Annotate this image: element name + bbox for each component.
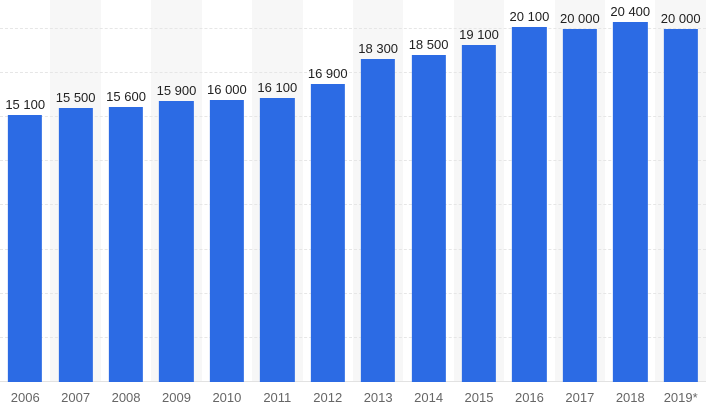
bar-value-label: 15 600 <box>106 89 146 104</box>
bar-value-label: 16 100 <box>257 80 298 95</box>
bar[interactable] <box>108 107 144 382</box>
category-column: 19 100 2015 <box>453 0 505 410</box>
bar[interactable] <box>663 29 698 382</box>
bar[interactable] <box>411 55 446 382</box>
category-column: 20 100 2016 <box>504 0 556 410</box>
category-column: 15 500 2007 <box>50 0 102 410</box>
category-column: 16 000 2010 <box>201 0 253 410</box>
x-axis-label: 2013 <box>363 390 393 405</box>
bar-value-label: 15 100 <box>5 97 46 112</box>
gridline <box>0 204 706 205</box>
bar[interactable] <box>512 27 547 382</box>
bar-value-label: 20 100 <box>509 9 550 24</box>
x-axis-label: 2015 <box>464 390 494 405</box>
bar-value-label: 15 900 <box>156 83 197 98</box>
category-column: 18 300 2013 <box>352 0 404 410</box>
category-column: 15 600 2008 <box>100 0 152 410</box>
x-axis-line <box>0 381 706 382</box>
x-axis-label: 2016 <box>514 390 544 405</box>
gridline <box>0 293 706 294</box>
category-column: 20 000 2017 <box>554 0 606 410</box>
gridline <box>0 160 706 161</box>
x-axis-label: 2009 <box>162 390 191 405</box>
x-axis-label: 2010 <box>212 390 242 405</box>
x-axis-label: 2008 <box>111 390 141 405</box>
bar[interactable] <box>461 45 497 382</box>
bar[interactable] <box>260 98 295 382</box>
x-axis-label: 2018 <box>615 390 645 405</box>
bar-value-label: 20 400 <box>610 4 651 19</box>
gridline <box>0 249 706 250</box>
bar[interactable] <box>613 22 648 382</box>
category-column: 20 000 2019* <box>655 0 706 410</box>
gridline <box>0 28 706 29</box>
bar-value-label: 16 000 <box>207 82 247 97</box>
bar-value-label: 20 000 <box>559 11 600 26</box>
bar[interactable] <box>58 108 93 382</box>
bar-value-label: 18 500 <box>408 37 449 52</box>
gridline <box>0 116 706 117</box>
category-column: 15 100 2006 <box>0 0 51 410</box>
x-axis-label: 2014 <box>414 390 444 405</box>
bar-value-label: 15 500 <box>55 90 96 105</box>
x-axis-label: 2012 <box>313 390 343 405</box>
category-column: 16 900 2012 <box>302 0 354 410</box>
bar-value-label: 18 300 <box>358 41 399 56</box>
bar[interactable] <box>310 84 345 382</box>
x-axis-label: 2017 <box>565 390 595 405</box>
bar[interactable] <box>562 29 597 382</box>
x-axis-label: 2011 <box>263 390 292 405</box>
x-axis-label: 2006 <box>10 390 40 405</box>
category-column: 18 500 2014 <box>403 0 455 410</box>
category-column: 16 100 2011 <box>252 0 303 410</box>
bar[interactable] <box>8 115 43 382</box>
x-axis-label: 2007 <box>61 390 91 405</box>
gridline <box>0 337 706 338</box>
x-axis-label: 2019* <box>663 390 698 405</box>
bar-value-label: 19 100 <box>459 27 499 42</box>
bar-value-label: 16 900 <box>307 66 348 81</box>
bar[interactable] <box>159 101 194 382</box>
bar[interactable] <box>209 100 245 382</box>
bar[interactable] <box>361 59 396 382</box>
bar-value-label: 20 000 <box>660 11 701 26</box>
gridline <box>0 72 706 73</box>
category-column: 15 900 2009 <box>151 0 203 410</box>
category-column: 20 400 2018 <box>605 0 656 410</box>
